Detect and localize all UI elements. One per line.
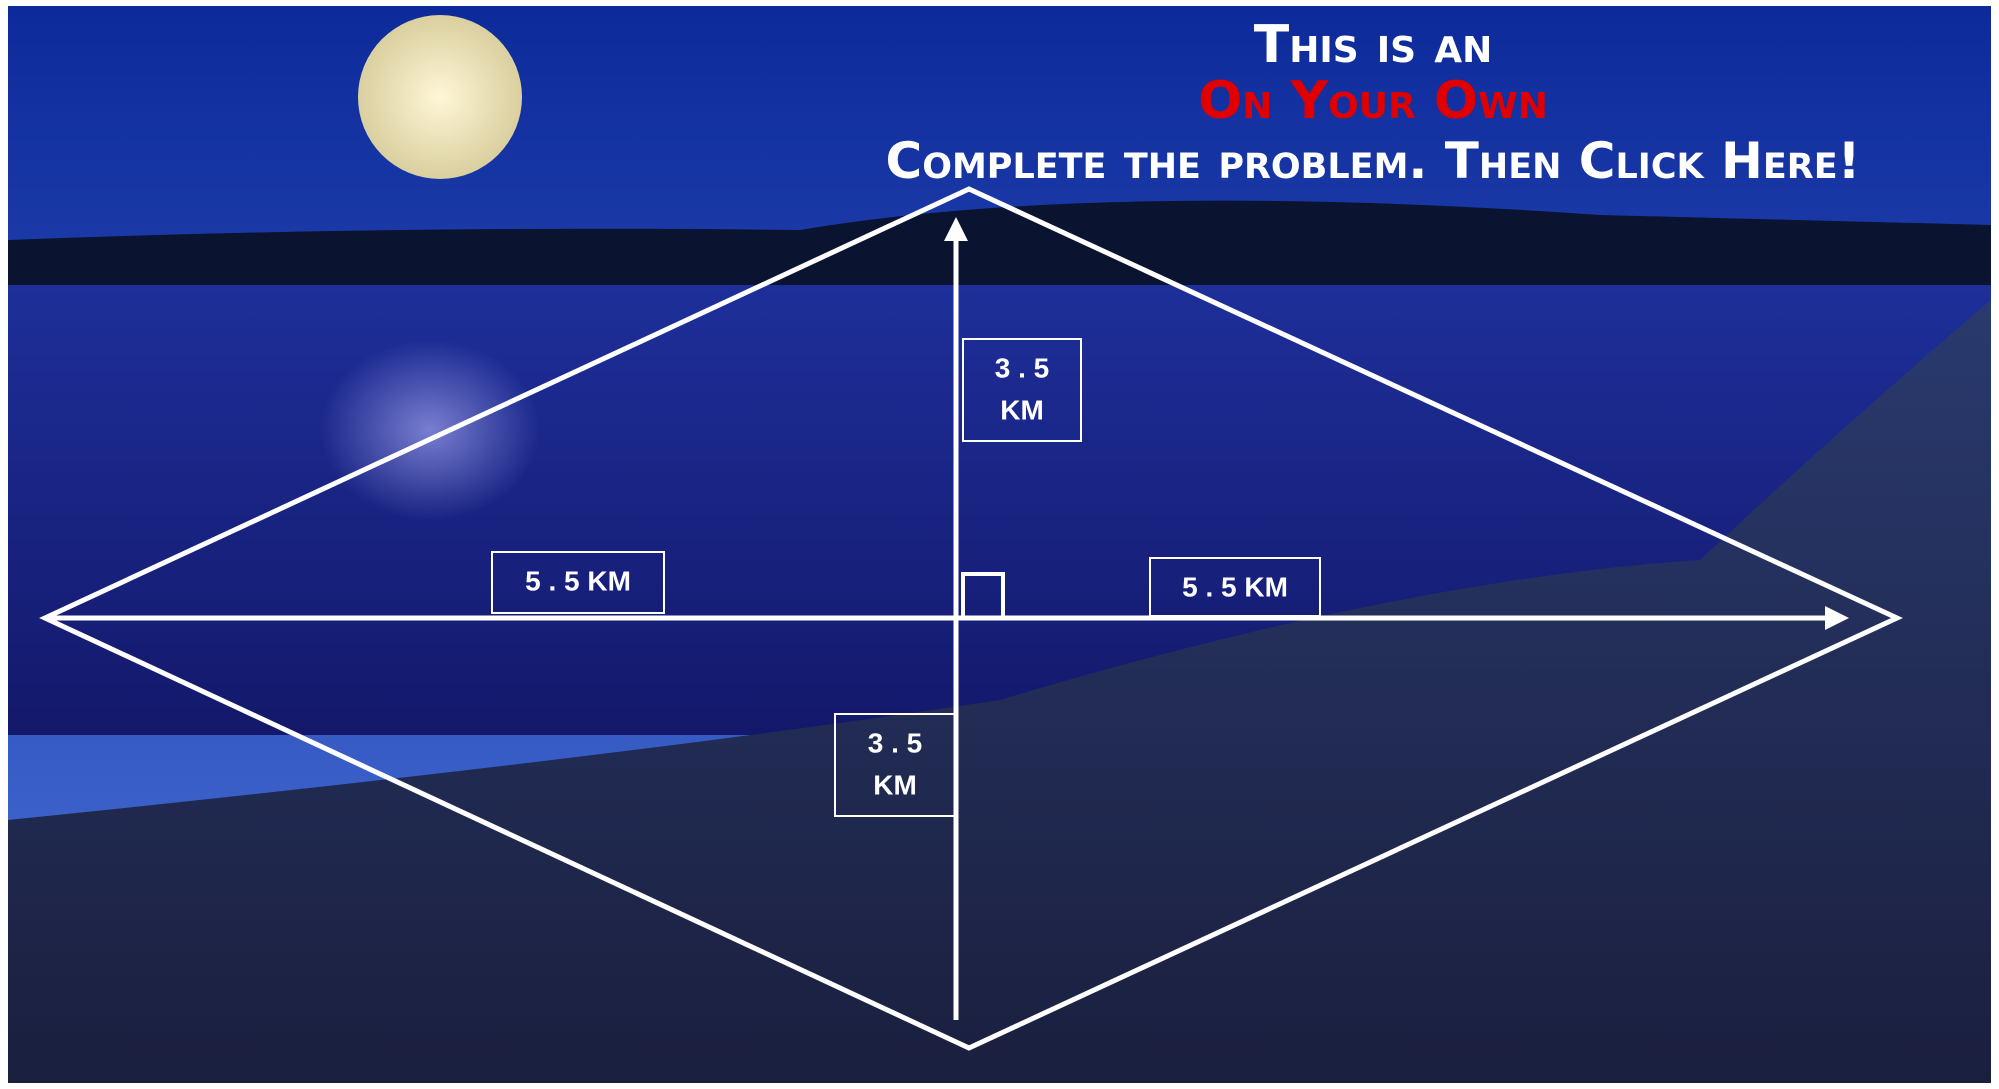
measurement-label: 5 . 5 KM — [525, 565, 631, 596]
header-highlight: On Your Own — [1198, 71, 1548, 131]
measurement-unit: KM — [873, 769, 917, 800]
slide: This is an On Your Own Complete the prob… — [0, 0, 1999, 1089]
measurement-unit: KM — [1000, 394, 1044, 425]
measurement-label: 5 . 5 KM — [1182, 571, 1288, 602]
measurement-label: 3 . 5 — [868, 727, 922, 758]
measurement-label: 3 . 5 — [995, 352, 1049, 383]
page: This is an On Your Own Complete the prob… — [0, 0, 1999, 1089]
click-here-link[interactable]: Complete the problem. Then Click Here! — [886, 132, 1861, 190]
header-line: This is an — [1254, 15, 1492, 75]
